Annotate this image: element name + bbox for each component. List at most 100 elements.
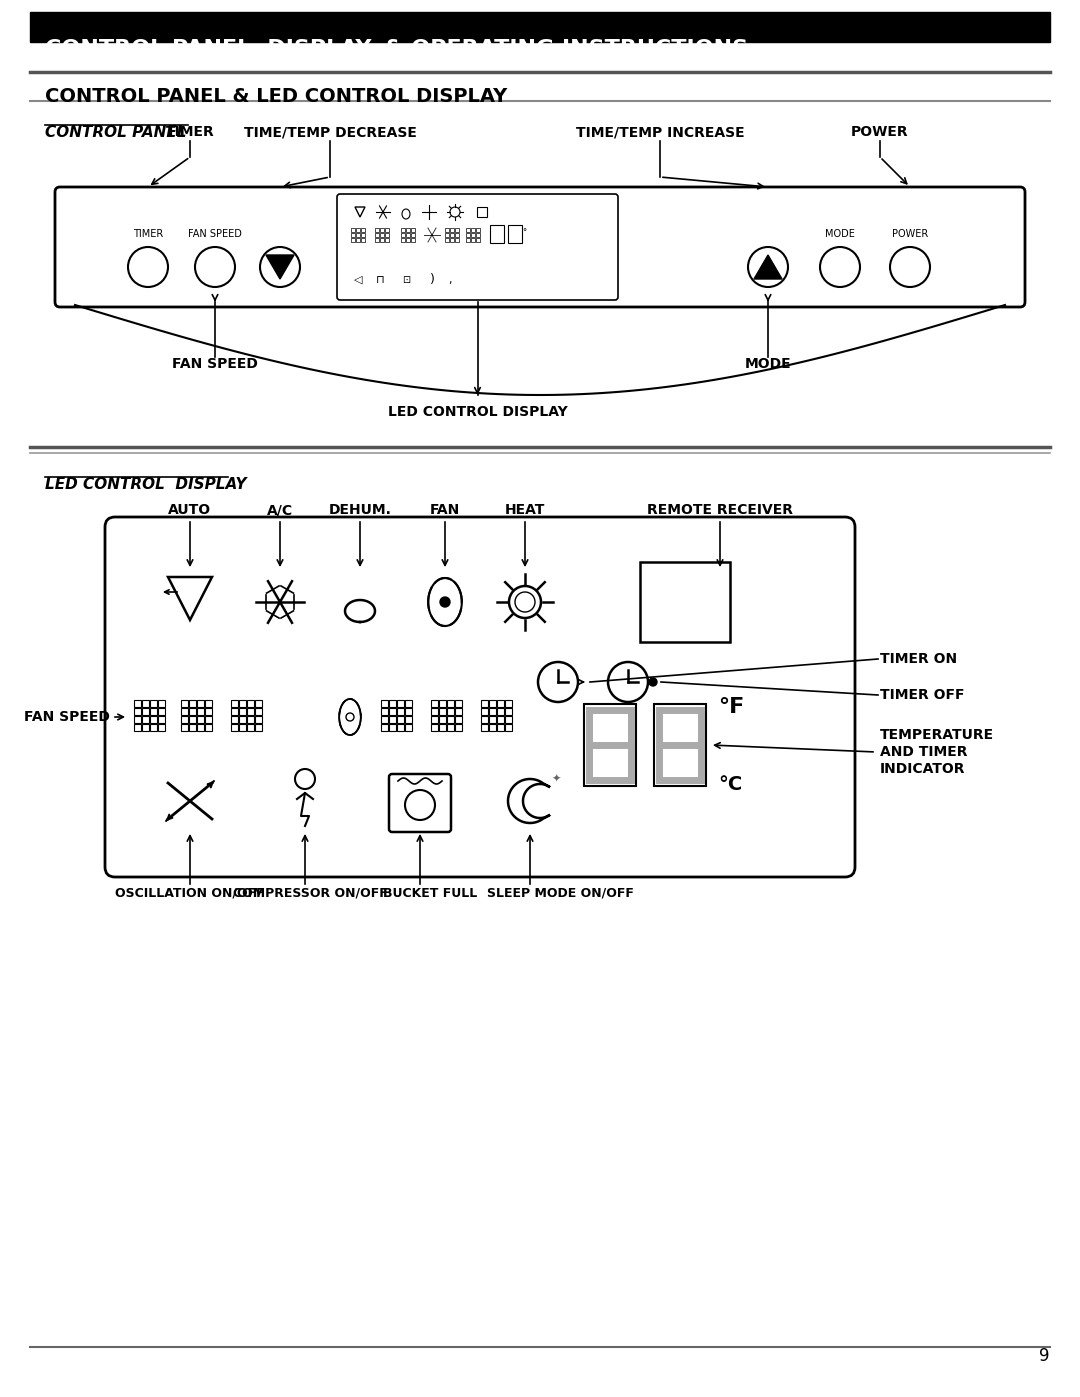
Bar <box>197 708 204 715</box>
Bar <box>134 724 141 731</box>
Circle shape <box>195 247 235 286</box>
Bar <box>476 233 480 237</box>
Bar <box>431 724 438 731</box>
Bar <box>497 700 504 707</box>
Text: ◁: ◁ <box>354 275 362 285</box>
Circle shape <box>515 592 535 612</box>
Text: COMPRESSOR ON/OFF: COMPRESSOR ON/OFF <box>232 887 388 900</box>
Bar <box>361 228 365 232</box>
Text: A/C: A/C <box>267 503 293 517</box>
Text: TIMER ON: TIMER ON <box>880 652 957 666</box>
Bar <box>654 704 706 787</box>
Bar <box>447 717 454 724</box>
Bar <box>455 700 462 707</box>
Bar <box>205 708 212 715</box>
Bar <box>247 717 254 724</box>
Text: CONTROL PANEL & LED CONTROL DISPLAY: CONTROL PANEL & LED CONTROL DISPLAY <box>45 87 508 106</box>
Bar <box>158 700 165 707</box>
Text: 9: 9 <box>1039 1347 1050 1365</box>
Bar <box>255 724 262 731</box>
Bar <box>141 717 149 724</box>
Ellipse shape <box>402 210 410 219</box>
Bar <box>431 708 438 715</box>
Bar <box>389 717 396 724</box>
Text: CONTROL PANEL, DISPLAY, & OPERATING INSTRUCTIONS: CONTROL PANEL, DISPLAY, & OPERATING INST… <box>45 39 748 59</box>
Bar <box>640 562 730 643</box>
Text: TIME/TEMP INCREASE: TIME/TEMP INCREASE <box>576 124 744 138</box>
Bar <box>247 700 254 707</box>
FancyBboxPatch shape <box>105 517 855 877</box>
Bar <box>477 207 487 217</box>
FancyBboxPatch shape <box>337 194 618 300</box>
Bar <box>158 708 165 715</box>
Bar <box>181 700 188 707</box>
Bar <box>141 708 149 715</box>
Bar <box>141 700 149 707</box>
Polygon shape <box>266 256 294 279</box>
Bar <box>375 237 379 242</box>
Bar <box>405 724 411 731</box>
Bar <box>431 717 438 724</box>
Circle shape <box>450 207 460 217</box>
Text: HEAT: HEAT <box>504 503 545 517</box>
Text: ): ) <box>430 274 434 286</box>
Bar <box>411 237 415 242</box>
Bar <box>476 237 480 242</box>
Bar <box>405 708 411 715</box>
Bar <box>584 704 636 787</box>
Bar <box>189 717 195 724</box>
Bar <box>389 724 396 731</box>
Bar <box>239 708 246 715</box>
Bar <box>489 724 496 731</box>
Text: SLEEP MODE ON/OFF: SLEEP MODE ON/OFF <box>487 887 634 900</box>
Bar <box>351 228 355 232</box>
Bar <box>30 13 1050 42</box>
Text: TIMER OFF: TIMER OFF <box>880 687 964 703</box>
Bar <box>141 724 149 731</box>
Circle shape <box>820 247 860 286</box>
Bar <box>247 724 254 731</box>
Bar <box>481 724 488 731</box>
Bar <box>247 708 254 715</box>
Bar <box>465 237 470 242</box>
Bar <box>471 228 475 232</box>
Polygon shape <box>754 256 782 279</box>
Bar <box>231 717 238 724</box>
Bar <box>205 717 212 724</box>
Bar <box>231 708 238 715</box>
Bar <box>497 724 504 731</box>
Bar <box>380 237 384 242</box>
Text: REMOTE RECEIVER: REMOTE RECEIVER <box>647 503 793 517</box>
Bar <box>489 700 496 707</box>
Circle shape <box>649 678 657 686</box>
Bar <box>255 708 262 715</box>
Bar <box>197 717 204 724</box>
Text: LED CONTROL DISPLAY: LED CONTROL DISPLAY <box>388 405 567 419</box>
Bar <box>351 233 355 237</box>
Text: °C: °C <box>718 775 742 795</box>
Bar <box>445 237 449 242</box>
Bar <box>361 237 365 242</box>
Bar <box>471 233 475 237</box>
Bar <box>505 700 512 707</box>
Bar <box>450 233 454 237</box>
Bar <box>455 233 459 237</box>
Bar <box>397 700 404 707</box>
Circle shape <box>129 247 168 286</box>
Circle shape <box>346 712 354 721</box>
Circle shape <box>890 247 930 286</box>
Bar <box>455 717 462 724</box>
Bar <box>397 717 404 724</box>
Text: TIME/TEMP DECREASE: TIME/TEMP DECREASE <box>244 124 417 138</box>
Bar <box>197 700 204 707</box>
Bar <box>380 233 384 237</box>
Bar <box>397 708 404 715</box>
Bar <box>239 717 246 724</box>
Bar <box>150 700 157 707</box>
Bar <box>489 717 496 724</box>
Bar <box>356 237 360 242</box>
Bar <box>497 708 504 715</box>
Circle shape <box>748 247 788 286</box>
Bar <box>465 233 470 237</box>
Bar <box>445 233 449 237</box>
